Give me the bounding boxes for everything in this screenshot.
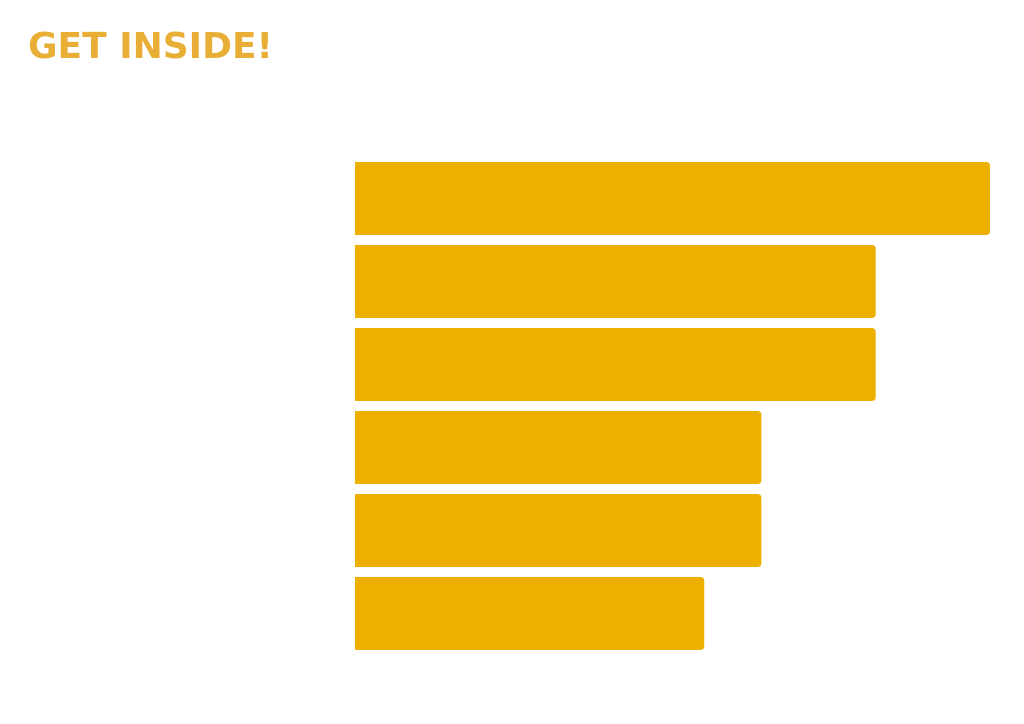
bar [355, 577, 705, 650]
bar [355, 245, 876, 318]
bar [355, 162, 990, 235]
bar [355, 494, 762, 567]
chart-title: GET INSIDE! [28, 26, 273, 67]
bar [355, 411, 762, 484]
bar [355, 328, 876, 401]
